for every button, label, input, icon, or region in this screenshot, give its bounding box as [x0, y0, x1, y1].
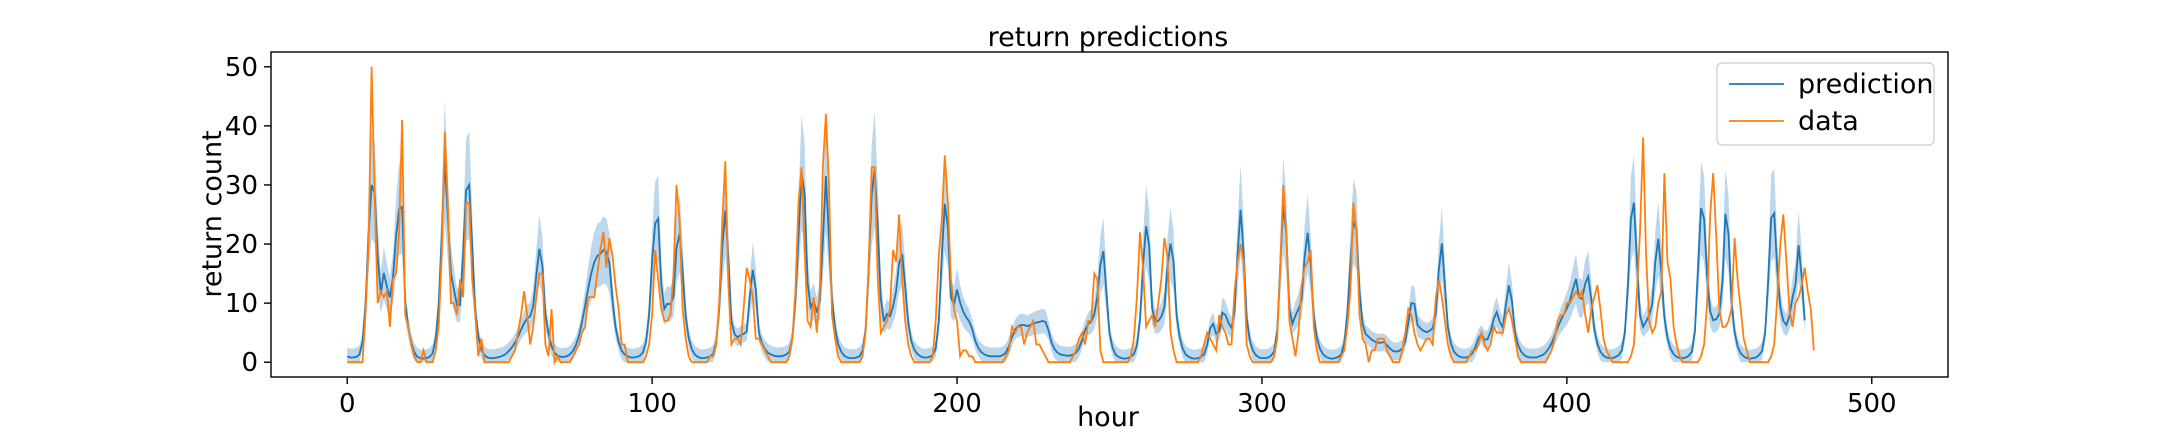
series-line-data [347, 66, 1815, 366]
x-tick-label: 0 [339, 389, 356, 419]
x-tick-label: 200 [932, 389, 982, 419]
y-axis-label: return count [197, 130, 228, 297]
y-tick-label: 40 [225, 112, 258, 142]
x-axis: 0 100 200 300 400 500 [339, 377, 1897, 419]
chart-title: return predictions [988, 22, 1229, 53]
x-tick-label: 400 [1542, 389, 1592, 419]
y-tick-label: 0 [241, 348, 258, 378]
legend-label-data: data [1798, 106, 1859, 137]
plot-frame [270, 51, 1949, 378]
x-tick-label: 300 [1237, 389, 1287, 419]
legend: prediction data [1716, 62, 1935, 146]
series-line-prediction [346, 160, 1806, 360]
x-axis-label: hour [1077, 402, 1140, 432]
x-tick-label: 500 [1847, 389, 1897, 419]
y-axis: 0 10 20 30 40 50 [225, 53, 271, 378]
legend-label-prediction: prediction [1798, 69, 1933, 100]
y-tick-label: 50 [225, 53, 258, 83]
y-tick-label: 30 [225, 171, 258, 201]
y-tick-label: 10 [225, 289, 258, 319]
plot-area [346, 66, 1815, 366]
x-tick-label: 100 [627, 389, 677, 419]
y-tick-label: 20 [225, 230, 258, 260]
